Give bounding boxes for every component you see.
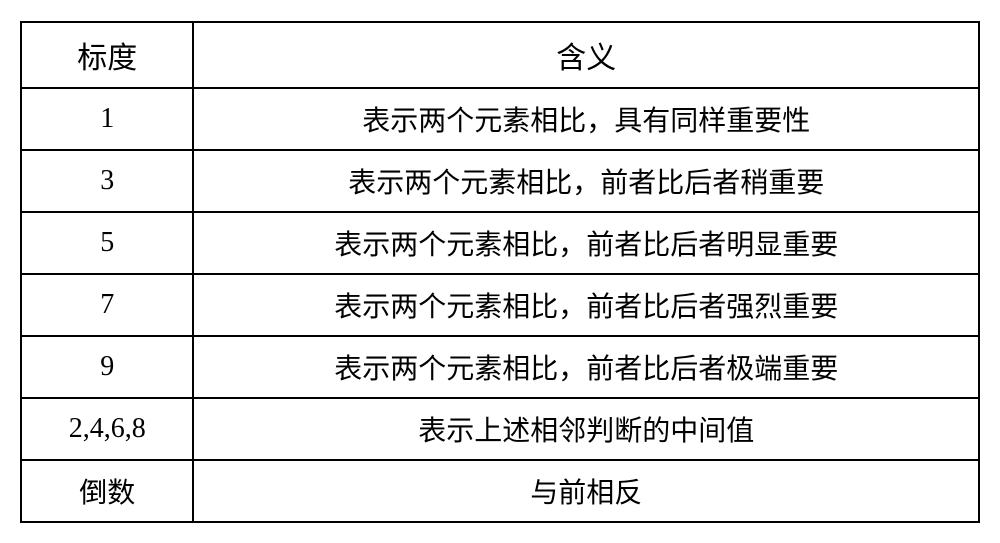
table-row: 3 表示两个元素相比，前者比后者稍重要 [21, 150, 979, 212]
cell-meaning: 表示两个元素相比，前者比后者明显重要 [193, 212, 979, 274]
cell-meaning: 与前相反 [193, 460, 979, 522]
cell-scale: 倒数 [21, 460, 193, 522]
scale-definition-table: 标度 含义 1 表示两个元素相比，具有同样重要性 3 表示两个元素相比，前者比后… [20, 21, 980, 523]
table-row: 7 表示两个元素相比，前者比后者强烈重要 [21, 274, 979, 336]
table-header-row: 标度 含义 [21, 22, 979, 88]
cell-meaning: 表示两个元素相比，具有同样重要性 [193, 88, 979, 150]
cell-scale: 9 [21, 336, 193, 398]
cell-meaning: 表示两个元素相比，前者比后者强烈重要 [193, 274, 979, 336]
cell-scale: 7 [21, 274, 193, 336]
cell-scale: 1 [21, 88, 193, 150]
table-row: 倒数 与前相反 [21, 460, 979, 522]
cell-meaning: 表示两个元素相比，前者比后者稍重要 [193, 150, 979, 212]
table-row: 5 表示两个元素相比，前者比后者明显重要 [21, 212, 979, 274]
table-row: 9 表示两个元素相比，前者比后者极端重要 [21, 336, 979, 398]
header-scale: 标度 [21, 22, 193, 88]
cell-meaning: 表示上述相邻判断的中间值 [193, 398, 979, 460]
table-row: 2,4,6,8 表示上述相邻判断的中间值 [21, 398, 979, 460]
cell-scale: 5 [21, 212, 193, 274]
table-row: 1 表示两个元素相比，具有同样重要性 [21, 88, 979, 150]
header-meaning: 含义 [193, 22, 979, 88]
cell-meaning: 表示两个元素相比，前者比后者极端重要 [193, 336, 979, 398]
cell-scale: 3 [21, 150, 193, 212]
cell-scale: 2,4,6,8 [21, 398, 193, 460]
